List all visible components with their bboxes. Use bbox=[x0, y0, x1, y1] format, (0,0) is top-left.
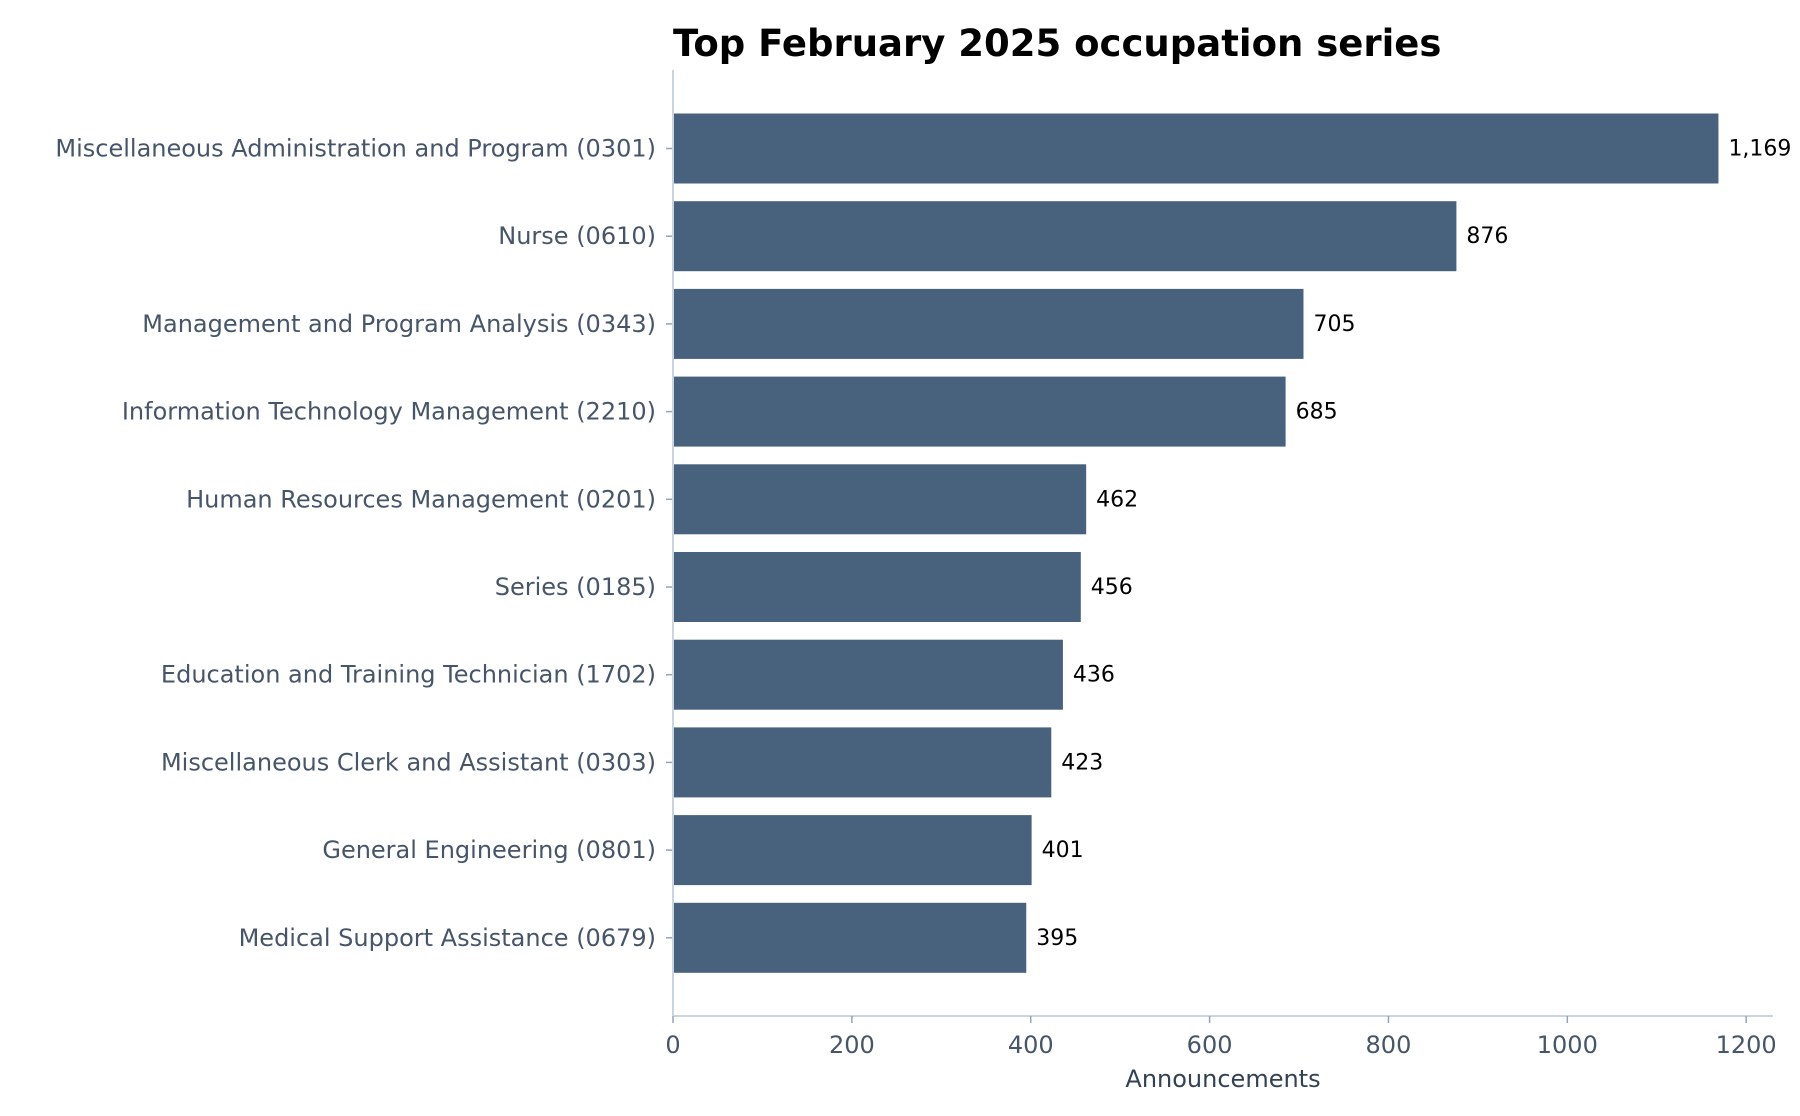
value-label: 456 bbox=[1091, 575, 1133, 600]
bar bbox=[673, 288, 1304, 359]
bar bbox=[673, 464, 1087, 535]
x-tick-label: 0 bbox=[665, 1031, 680, 1059]
x-tick-label: 1000 bbox=[1537, 1031, 1598, 1059]
category-label: Nurse (0610) bbox=[498, 222, 656, 250]
category-label: Education and Training Technician (1702) bbox=[161, 661, 656, 689]
category-label: Miscellaneous Clerk and Assistant (0303) bbox=[161, 748, 656, 776]
category-label: Miscellaneous Administration and Program… bbox=[55, 135, 656, 163]
bar bbox=[673, 902, 1027, 973]
value-label: 1,169 bbox=[1728, 137, 1791, 162]
x-tick-label: 800 bbox=[1366, 1031, 1412, 1059]
category-label: General Engineering (0801) bbox=[322, 836, 656, 864]
chart-title: Top February 2025 occupation series bbox=[673, 22, 1441, 65]
x-axis-ticks: 0 200 400 600 800 1000 1200 bbox=[665, 1016, 1777, 1059]
x-tick-label: 1200 bbox=[1716, 1031, 1777, 1059]
bars-group bbox=[673, 113, 1719, 973]
x-tick-label: 600 bbox=[1187, 1031, 1233, 1059]
category-label: Management and Program Analysis (0343) bbox=[142, 310, 656, 338]
category-labels: Miscellaneous Administration and Program… bbox=[55, 135, 673, 952]
value-label: 685 bbox=[1296, 400, 1338, 425]
bar bbox=[673, 815, 1032, 886]
bar bbox=[673, 727, 1052, 798]
bar bbox=[673, 552, 1081, 622]
value-label: 705 bbox=[1313, 312, 1355, 337]
value-label: 395 bbox=[1036, 926, 1078, 951]
value-label: 401 bbox=[1042, 838, 1084, 863]
category-label: Information Technology Management (2210) bbox=[122, 398, 656, 426]
value-label: 423 bbox=[1061, 750, 1103, 775]
category-label: Series (0185) bbox=[495, 573, 656, 601]
value-label: 436 bbox=[1073, 663, 1115, 688]
x-tick-label: 400 bbox=[1008, 1031, 1054, 1059]
value-labels: 1,169 876 705 685 462 456 436 423 401 395 bbox=[1036, 137, 1791, 951]
bar bbox=[673, 201, 1457, 272]
value-label: 876 bbox=[1466, 224, 1508, 249]
bar bbox=[673, 639, 1063, 710]
x-axis-title: Announcements bbox=[1125, 1065, 1320, 1093]
bar bbox=[673, 113, 1719, 184]
category-label: Human Resources Management (0201) bbox=[186, 485, 656, 513]
category-label: Medical Support Assistance (0679) bbox=[239, 924, 656, 952]
bar bbox=[673, 376, 1286, 447]
x-tick-label: 200 bbox=[829, 1031, 875, 1059]
value-label: 462 bbox=[1096, 487, 1138, 512]
